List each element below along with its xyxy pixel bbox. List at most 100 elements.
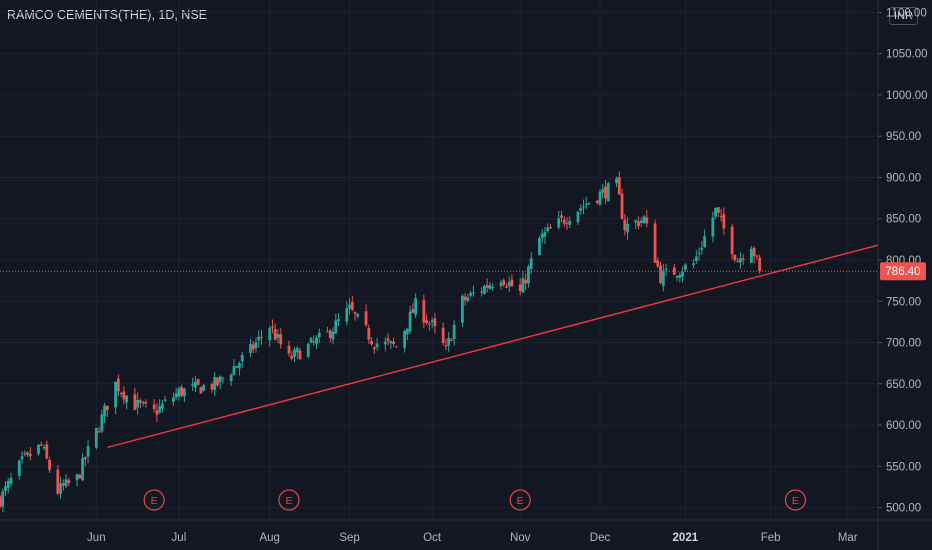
candle-body [711, 217, 715, 237]
candle-body [268, 328, 272, 341]
candle-body [472, 292, 475, 294]
candle-body [309, 338, 313, 343]
candle-body [733, 254, 737, 260]
y-tick-label: 550.00 [886, 461, 921, 473]
candle-body [672, 267, 676, 275]
earnings-marker[interactable]: E [278, 489, 300, 511]
candle-body [697, 252, 701, 254]
candle-body [738, 258, 742, 263]
candle-body [661, 270, 665, 287]
candle-body [510, 279, 514, 287]
candle-body [37, 444, 40, 454]
candle-body [298, 350, 302, 360]
candle-body [67, 480, 71, 483]
candle-body [317, 332, 321, 338]
earnings-marker-label: E [517, 495, 524, 507]
y-tick-label: 1100.00 [886, 7, 927, 19]
candle-body [703, 236, 707, 247]
candle-body [337, 319, 340, 321]
earnings-marker-label: E [792, 495, 799, 507]
candle-body [752, 247, 756, 257]
candle-body [326, 331, 329, 333]
candle-body [659, 265, 662, 283]
candle-body [441, 327, 445, 343]
candle-body [155, 410, 159, 415]
candle-body [348, 304, 351, 309]
candle-body [249, 343, 252, 353]
candle-body [427, 323, 431, 325]
candle-body [260, 336, 263, 338]
candle-body [386, 338, 390, 342]
candle-body [518, 284, 522, 292]
candle-body [683, 264, 687, 270]
candle-body [736, 261, 740, 263]
candle-body [122, 391, 126, 400]
candles-layer [0, 171, 762, 513]
candle-body [312, 341, 316, 343]
candle-body [485, 285, 489, 288]
candle-body [414, 298, 418, 315]
candle-body [716, 207, 720, 213]
candle-body [221, 378, 225, 380]
candle-body [499, 282, 503, 287]
candle-body [163, 399, 167, 401]
candle-body [171, 397, 175, 402]
candle-body [94, 427, 98, 448]
candle-body [240, 354, 244, 362]
candle-body [20, 455, 24, 460]
candle-body [527, 266, 530, 284]
candle-body [642, 216, 646, 224]
candle-body [546, 227, 550, 231]
y-tick-label: 900.00 [886, 172, 921, 184]
candle-body [160, 403, 164, 409]
candle-body [202, 385, 206, 391]
candle-body [287, 345, 291, 354]
candle-body [235, 365, 239, 368]
candle-body [620, 193, 624, 219]
candle-body [183, 388, 186, 397]
earnings-marker-circle [509, 489, 531, 511]
candle-body [653, 223, 657, 263]
candle-body [229, 374, 233, 381]
earnings-marker[interactable]: E [509, 489, 531, 511]
candle-body [141, 402, 145, 404]
candle-body [452, 324, 456, 340]
candle-body [64, 479, 68, 487]
currency-badge[interactable]: INR [889, 7, 918, 25]
candle-body [199, 387, 203, 394]
earnings-marker[interactable]: E [143, 489, 165, 511]
candle-body [56, 469, 60, 494]
candle-body [42, 447, 46, 449]
earnings-marker[interactable]: E [784, 489, 807, 511]
candle-body [463, 296, 467, 301]
candle-body [114, 381, 117, 408]
candle-body [411, 309, 415, 313]
candle-body [722, 214, 726, 229]
candle-body [61, 483, 65, 486]
x-tick-label: Nov [510, 532, 531, 544]
candle-body [1, 491, 5, 507]
candle-body [116, 378, 120, 392]
candle-body [623, 219, 627, 231]
candle-body [78, 474, 82, 479]
candle-body [692, 263, 695, 266]
candle-body [758, 257, 762, 272]
candle-body [675, 275, 679, 278]
candle-body [700, 247, 704, 250]
candle-body [714, 207, 718, 217]
candle-body [392, 341, 395, 344]
candle-body [152, 404, 156, 410]
earnings-marker-label: E [151, 495, 158, 507]
candle-body [174, 393, 178, 398]
candle-body [433, 318, 437, 327]
candle-body [59, 483, 62, 494]
candle-body [6, 480, 10, 488]
candle-body [730, 226, 734, 255]
candle-body [331, 331, 335, 340]
candle-body [719, 216, 723, 218]
candle-body [97, 431, 101, 433]
y-tick-label: 500.00 [886, 503, 921, 515]
candle-body [39, 444, 43, 446]
earnings-marker-label: E [285, 495, 292, 507]
